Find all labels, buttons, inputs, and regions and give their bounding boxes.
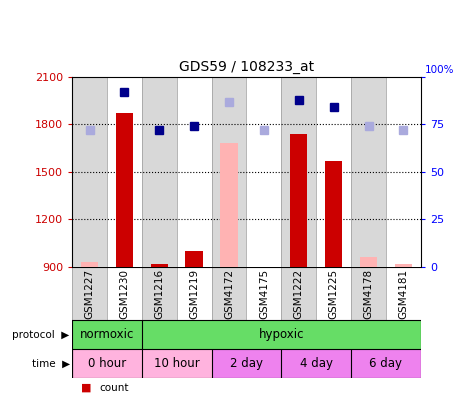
Text: 4 day: 4 day bbox=[300, 357, 332, 370]
Text: GSM4175: GSM4175 bbox=[259, 268, 269, 319]
Bar bbox=[72, 77, 107, 267]
Bar bbox=[255, 267, 272, 268]
Bar bbox=[116, 113, 133, 267]
Text: 100%: 100% bbox=[424, 65, 454, 75]
Bar bbox=[246, 77, 281, 267]
Text: GSM4172: GSM4172 bbox=[224, 268, 234, 319]
Bar bbox=[142, 349, 212, 378]
Bar bbox=[212, 267, 246, 320]
Bar bbox=[186, 251, 203, 267]
Bar bbox=[107, 77, 142, 267]
Text: GSM1219: GSM1219 bbox=[189, 268, 199, 319]
Bar bbox=[72, 320, 142, 349]
Bar bbox=[281, 267, 316, 320]
Text: protocol  ▶: protocol ▶ bbox=[13, 330, 70, 340]
Text: GSM1216: GSM1216 bbox=[154, 268, 164, 319]
Bar bbox=[290, 134, 307, 267]
Text: normoxic: normoxic bbox=[80, 328, 134, 341]
Bar bbox=[81, 262, 98, 267]
Bar bbox=[351, 267, 386, 320]
Bar bbox=[151, 264, 168, 267]
Bar bbox=[281, 349, 351, 378]
Text: GSM4181: GSM4181 bbox=[399, 268, 408, 319]
Text: count: count bbox=[99, 383, 128, 393]
Bar bbox=[386, 77, 421, 267]
Bar bbox=[316, 77, 351, 267]
Text: 6 day: 6 day bbox=[370, 357, 402, 370]
Bar bbox=[351, 77, 386, 267]
Bar bbox=[142, 267, 177, 320]
Text: GSM1230: GSM1230 bbox=[120, 268, 129, 318]
Bar bbox=[386, 267, 421, 320]
Bar bbox=[360, 257, 377, 267]
Bar bbox=[316, 267, 351, 320]
Text: 10 hour: 10 hour bbox=[154, 357, 199, 370]
Bar bbox=[212, 77, 246, 267]
Bar bbox=[177, 77, 212, 267]
Text: ■: ■ bbox=[81, 383, 92, 393]
Text: GSM1225: GSM1225 bbox=[329, 268, 339, 319]
Bar bbox=[212, 349, 281, 378]
Bar bbox=[72, 267, 107, 320]
Title: GDS59 / 108233_at: GDS59 / 108233_at bbox=[179, 61, 314, 74]
Bar bbox=[177, 267, 212, 320]
Bar bbox=[107, 267, 142, 320]
Bar bbox=[395, 264, 412, 267]
Text: hypoxic: hypoxic bbox=[259, 328, 304, 341]
Text: 2 day: 2 day bbox=[230, 357, 263, 370]
Bar bbox=[72, 349, 142, 378]
Bar bbox=[281, 77, 316, 267]
Text: GSM4178: GSM4178 bbox=[364, 268, 373, 319]
Bar bbox=[220, 143, 238, 267]
Bar bbox=[325, 161, 342, 267]
Bar bbox=[246, 267, 281, 320]
Text: GSM1222: GSM1222 bbox=[294, 268, 304, 319]
Text: time  ▶: time ▶ bbox=[32, 359, 70, 369]
Bar bbox=[142, 77, 177, 267]
Text: GSM1227: GSM1227 bbox=[85, 268, 94, 319]
Bar bbox=[142, 320, 421, 349]
Text: 0 hour: 0 hour bbox=[88, 357, 126, 370]
Bar bbox=[351, 349, 421, 378]
